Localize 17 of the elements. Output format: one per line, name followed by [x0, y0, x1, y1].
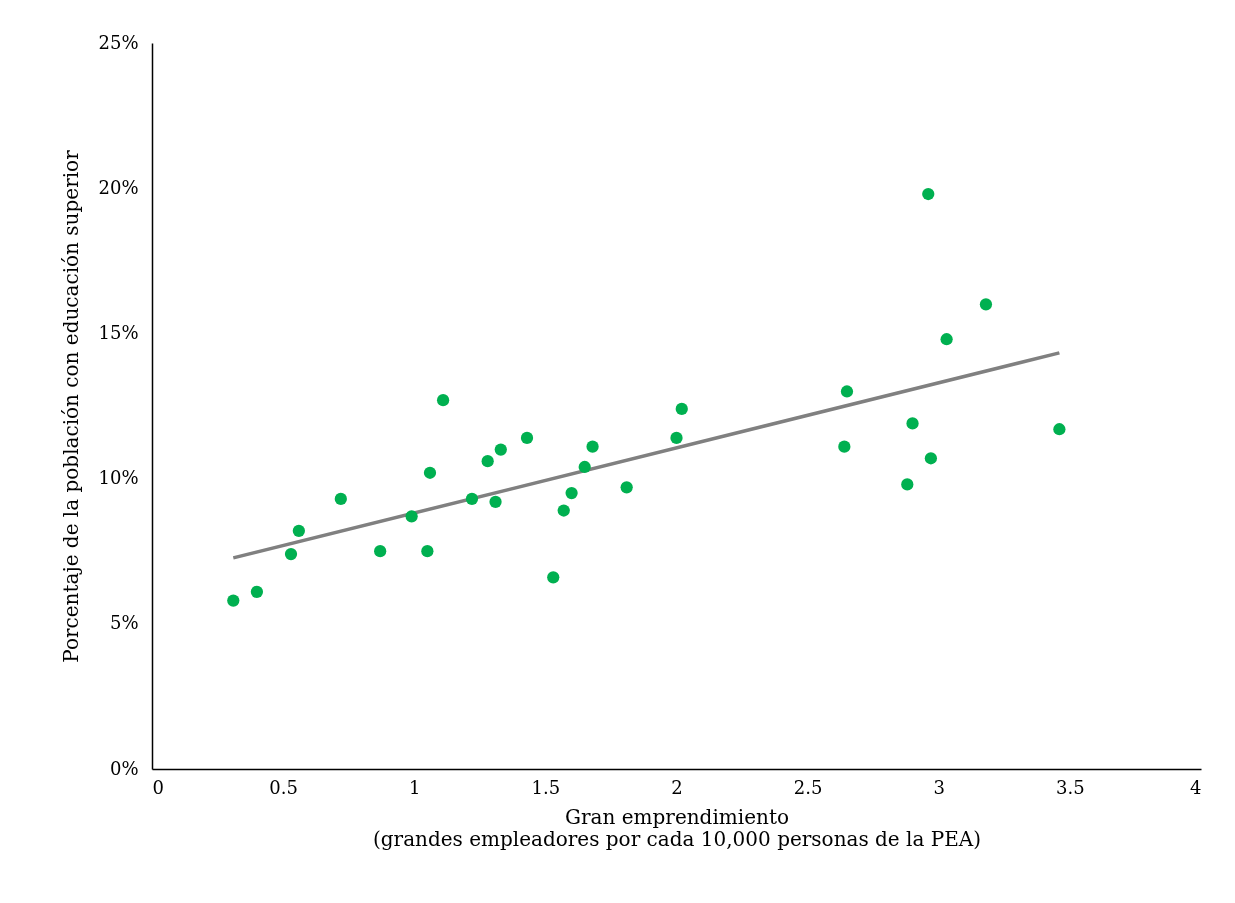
- y-tick-label: 20%: [98, 176, 139, 198]
- x-tick-label: 0: [152, 776, 164, 798]
- y-tick-label: 0%: [109, 757, 139, 779]
- x-tick-label: 2: [671, 776, 683, 798]
- x-tick-label: 2.5: [793, 776, 823, 798]
- x-tick-label: 4: [1190, 776, 1202, 798]
- x-tick-label: 3.5: [1056, 776, 1085, 798]
- x-tick-label: 1: [409, 776, 421, 798]
- y-axis-title: Porcentaje de la población con educación superior: [59, 149, 84, 663]
- x-tick-label: 3: [933, 776, 945, 798]
- x-tick-label: 1.5: [531, 776, 561, 798]
- x-tick-label: 0.5: [269, 776, 298, 798]
- y-tick-label: 15%: [98, 321, 139, 343]
- y-tick-label: 25%: [98, 31, 139, 53]
- x-axis-title: Gran emprendimiento (grandes empleadores por cada 10,000 personas de la PEA): [372, 804, 982, 851]
- y-tick-label: 5%: [109, 612, 139, 634]
- y-tick-label: 10%: [98, 467, 139, 489]
